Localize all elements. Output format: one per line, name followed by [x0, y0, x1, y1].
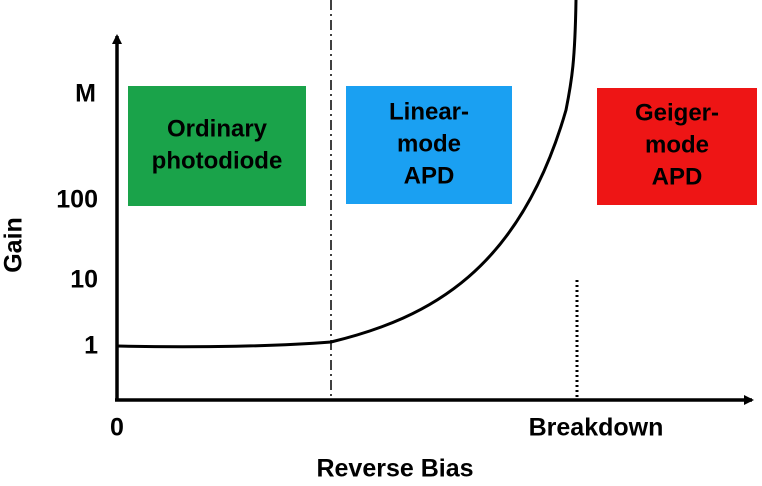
- x-tick-label: Breakdown: [529, 414, 664, 442]
- region-boxes: Ordinary photodiode Linear- mode APD Gei…: [128, 86, 757, 206]
- box-label: APD: [404, 162, 455, 189]
- ordinary-box: [128, 86, 306, 206]
- box-label: Ordinary: [167, 115, 268, 142]
- box-label: photodiode: [152, 147, 283, 174]
- x-axis-label: Reverse Bias: [316, 455, 473, 483]
- box-label: Geiger-: [635, 99, 719, 126]
- box-label: APD: [652, 163, 703, 190]
- box-label: Linear-: [389, 98, 469, 125]
- x-tick-label: 0: [110, 414, 124, 442]
- y-tick-label: 1: [84, 332, 98, 360]
- y-axis-label: Gain: [0, 217, 28, 273]
- box-label: mode: [645, 131, 709, 158]
- geiger-box: [597, 88, 757, 205]
- y-tick-label: 100: [56, 186, 98, 214]
- y-tick-label: M: [75, 80, 96, 108]
- gain-curve: [116, 0, 578, 349]
- box-label: mode: [397, 130, 461, 157]
- y-tick-label: 10: [70, 266, 98, 294]
- linear-box: [346, 86, 512, 204]
